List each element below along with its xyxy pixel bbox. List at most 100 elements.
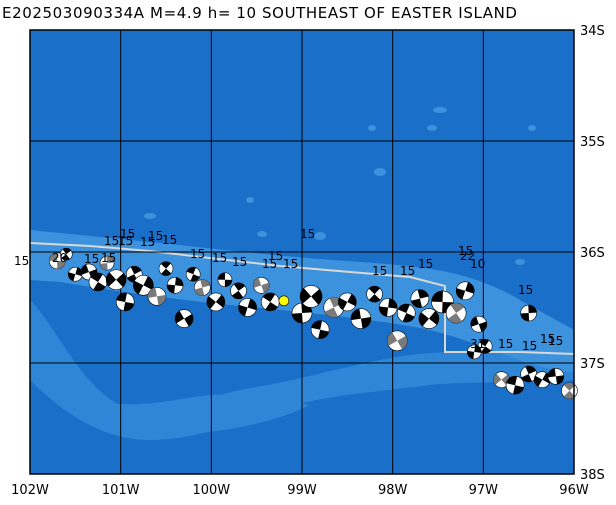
magnitude-label: 15 xyxy=(101,251,116,265)
magnitude-label: 15 xyxy=(268,249,283,263)
magnitude-label: 15 xyxy=(84,252,99,266)
seamount xyxy=(374,168,386,176)
focal-mechanisms xyxy=(48,247,578,400)
magnitude-label: 15 xyxy=(120,227,135,241)
focal-mechanism xyxy=(105,269,127,291)
longitude-label: 101W xyxy=(102,483,140,498)
focal-mechanism xyxy=(260,292,280,312)
focal-mechanism xyxy=(158,261,174,276)
magnitude-label: 15 xyxy=(190,247,205,261)
magnitude-label: 15 xyxy=(498,337,513,351)
seamount xyxy=(246,197,254,203)
focal-mechanism xyxy=(193,279,211,296)
focal-mechanism xyxy=(378,298,398,317)
latitude-label: 37S xyxy=(580,357,605,372)
magnitude-label: 15 xyxy=(400,264,415,278)
focal-mechanism xyxy=(533,371,551,388)
focal-mechanism xyxy=(445,302,467,324)
magnitude-label: 15 xyxy=(548,334,563,348)
focal-mechanism xyxy=(386,330,408,352)
seamount xyxy=(528,125,536,131)
magnitude-label: 15 xyxy=(458,244,473,258)
latitude-label: 35S xyxy=(580,135,605,150)
magnitude-label: 15 xyxy=(104,234,119,248)
focal-mechanism xyxy=(396,303,416,323)
magnitude-label: 15 xyxy=(162,233,177,247)
focal-mechanism xyxy=(115,292,135,312)
longitude-label: 97W xyxy=(469,483,499,498)
focal-mechanism xyxy=(466,344,482,360)
focal-mechanism xyxy=(185,266,201,282)
focal-mechanism xyxy=(493,371,510,388)
focal-mechanism xyxy=(217,272,233,288)
magnitude-label: 15 xyxy=(14,254,29,268)
seamount xyxy=(515,259,525,265)
longitude-label: 98W xyxy=(378,483,408,498)
magnitude-label: 15 xyxy=(418,257,433,271)
magnitude-label: 15 xyxy=(372,264,387,278)
focal-mechanism xyxy=(561,382,578,400)
focal-mechanism xyxy=(338,292,357,312)
magnitude-label: 15 xyxy=(540,332,555,346)
focal-mechanism xyxy=(59,247,73,261)
focal-mechanism xyxy=(455,281,475,301)
magnitude-label: 15 xyxy=(140,235,155,249)
focal-mechanism xyxy=(350,308,372,329)
focal-mechanism xyxy=(520,304,537,322)
magnitude-label: 22 xyxy=(460,249,475,263)
focal-mechanism xyxy=(99,255,115,271)
magnitude-label: 15 xyxy=(283,257,298,271)
focal-mechanism xyxy=(520,365,537,383)
focal-mechanism xyxy=(477,339,493,354)
magnitude-label: 31 xyxy=(470,337,485,351)
magnitude-label: 15 xyxy=(212,251,227,265)
lat-lon-grid xyxy=(30,30,574,474)
seamount xyxy=(427,125,437,131)
magnitude-label: 15 xyxy=(148,229,163,243)
latitude-label: 34S xyxy=(580,24,605,39)
shallow-plateau xyxy=(30,300,574,440)
focal-mechanism xyxy=(418,308,440,329)
focal-mechanism xyxy=(133,274,154,296)
seamount xyxy=(368,125,376,131)
longitude-label: 102W xyxy=(11,483,49,498)
focal-mechanism xyxy=(470,315,488,333)
longitude-label: 96W xyxy=(559,483,589,498)
focal-mechanism xyxy=(238,298,257,317)
longitude-label: 99W xyxy=(287,483,317,498)
event-epicenter-marker xyxy=(278,295,290,307)
magnitude-label: 10 xyxy=(470,257,485,271)
seamount xyxy=(433,107,447,113)
seamount xyxy=(314,232,326,240)
focal-mechanism xyxy=(174,309,194,328)
focal-mechanism xyxy=(147,287,167,306)
focal-mechanism xyxy=(206,292,226,312)
focal-mechanism xyxy=(366,285,383,303)
seamount xyxy=(144,213,156,219)
ridge-band-lower xyxy=(60,380,310,434)
focal-mechanism xyxy=(166,276,184,294)
map-frame xyxy=(29,29,575,475)
longitude-labels: 102W 101W 100W 99W 98W 97W 96W xyxy=(11,483,589,498)
magnitude-label: 15 xyxy=(522,339,537,353)
focal-mechanism xyxy=(68,266,83,282)
latitude-label: 36S xyxy=(580,246,605,261)
focal-mechanism xyxy=(230,282,247,300)
magnitude-label: 15 xyxy=(518,283,533,297)
focal-mechanism xyxy=(310,320,330,340)
focal-mechanism xyxy=(252,276,270,294)
magnitude-label: 15 xyxy=(232,255,247,269)
seamount xyxy=(257,231,267,237)
focal-mechanism xyxy=(88,272,108,292)
magnitude-label: 15 xyxy=(118,234,133,248)
latitude-labels: 34S 35S 36S 37S 38S xyxy=(580,24,605,483)
focal-mechanism xyxy=(299,285,323,308)
focal-mechanism xyxy=(291,302,313,324)
map-title: E202503090334A M=4.9 h= 10 SOUTHEAST OF … xyxy=(2,4,518,22)
focal-mechanism xyxy=(410,289,430,308)
longitude-label: 100W xyxy=(192,483,230,498)
focal-mechanism xyxy=(547,368,565,385)
magnitude-label: 20 xyxy=(52,251,67,265)
